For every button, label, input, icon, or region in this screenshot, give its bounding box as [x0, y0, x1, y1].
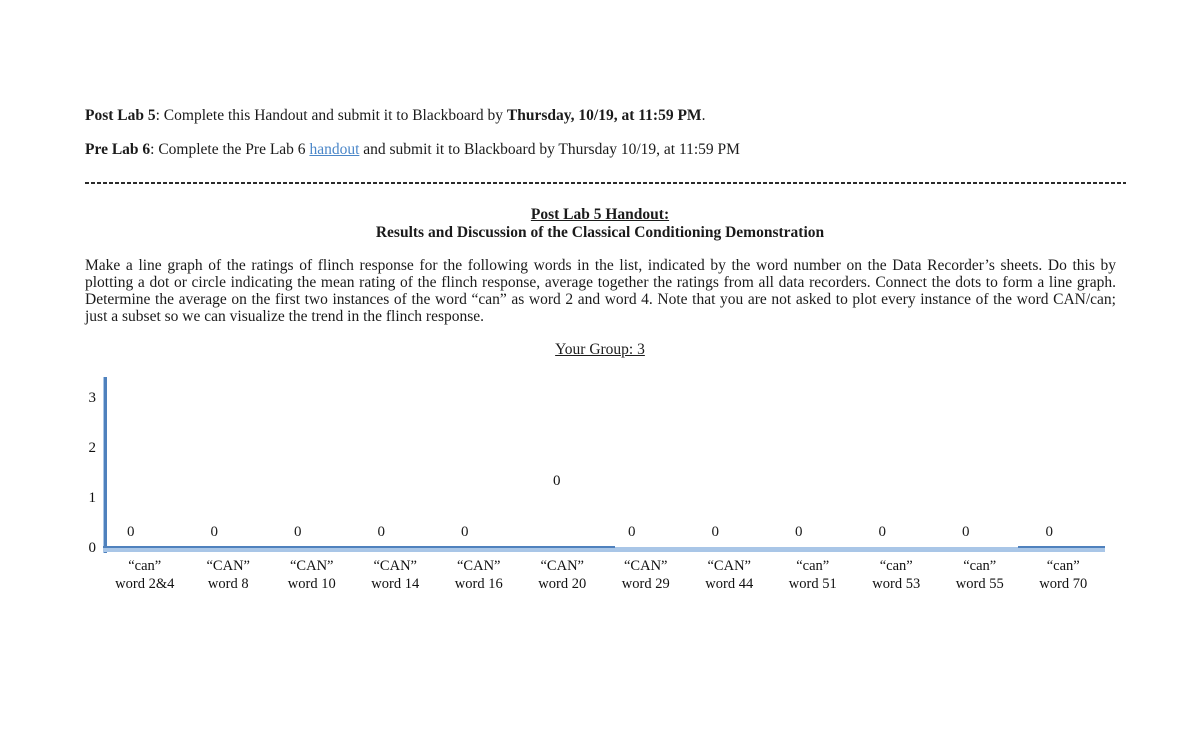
category-label: “CAN” word 10 [287, 558, 336, 592]
data-label-word20-placeholder [507, 524, 591, 542]
data-label: 0 [795, 524, 803, 540]
instructions-paragraph: Make a line graph of the ratings of flin… [85, 257, 1116, 325]
category-label: “CAN” word 8 [206, 558, 251, 592]
y-tick-2: 2 [88, 440, 97, 456]
postlab5-due-line: Post Lab 5: Complete this Handout and su… [85, 107, 705, 125]
data-label: 0 [127, 524, 135, 540]
data-label: 0 [878, 524, 887, 540]
x-axis-line-right [1018, 546, 1105, 548]
category-label: “can” word 2&4 [115, 558, 175, 592]
prelab6-label: Pre Lab 6 [85, 141, 151, 158]
data-label: 0 [628, 524, 636, 540]
category-label: “can” word 70 [1039, 558, 1088, 592]
category-label: “CAN” word 29 [621, 558, 670, 592]
category-label: “can” word 55 [955, 558, 1004, 592]
data-label: 0 [377, 524, 386, 540]
y-tick-0: 0 [88, 540, 97, 556]
data-label: 0 [711, 524, 720, 540]
data-label-word20-elevated: 0 [553, 473, 561, 489]
prelab6-text2: and submit it to Blackboard by Thursday … [359, 141, 740, 158]
postlab5-deadline: Thursday, 10/19, at 11:59 PM [506, 107, 702, 124]
data-label-row: 0 0 0 0 0 0 0 0 0 0 0 [103, 524, 1105, 542]
y-tick-1: 1 [88, 490, 97, 506]
y-tick-3: 3 [88, 390, 97, 406]
chart-title-group: Your Group: 3 [555, 341, 645, 358]
data-label: 0 [461, 524, 469, 540]
category-label: “CAN” word 14 [371, 558, 420, 592]
handout-subtitle: Results and Discussion of the Classical … [375, 224, 825, 241]
category-label: “can” word 51 [788, 558, 837, 592]
handout-title: Post Lab 5 Handout: [530, 206, 670, 223]
category-label: “CAN” word 44 [705, 558, 754, 592]
y-axis-line [103, 377, 107, 553]
data-label: 0 [1045, 524, 1054, 540]
category-label: “CAN” word 20 [538, 558, 587, 592]
prelab6-due-line: Pre Lab 6: Complete the Pre Lab 6 handou… [85, 141, 740, 159]
x-axis-category-row: “can” word 2&4 “CAN” word 8 “CAN” word 1… [103, 557, 1105, 593]
postlab5-text: : Complete this Handout and submit it to… [155, 107, 507, 124]
postlab5-period: . [701, 107, 706, 124]
postlab5-label: Post Lab 5 [85, 107, 156, 124]
x-axis-line-left [103, 546, 615, 548]
handout-link[interactable]: handout [309, 141, 360, 158]
data-label: 0 [294, 524, 302, 540]
prelab6-text: : Complete the Pre Lab 6 [150, 141, 310, 158]
category-label: “CAN” word 16 [454, 558, 503, 592]
series-line [103, 547, 1105, 552]
data-label: 0 [210, 524, 219, 540]
category-label: “can” word 53 [872, 558, 921, 592]
data-label: 0 [962, 524, 970, 540]
dashed-divider [85, 182, 1126, 184]
